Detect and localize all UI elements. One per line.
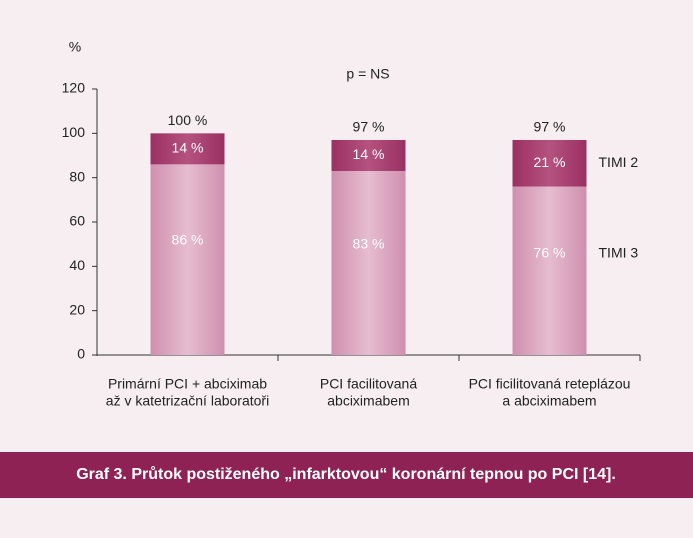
legend-label: TIMI 3 [599, 245, 639, 261]
value-label: 76 % [534, 245, 566, 261]
y-tick-label: 40 [69, 257, 85, 273]
bar-segment [150, 133, 225, 165]
bar-segment [512, 139, 587, 187]
y-tick-label: 100 [62, 124, 86, 140]
value-label: 14 % [353, 146, 385, 162]
value-label: 86 % [172, 231, 204, 247]
y-tick-label: 0 [77, 346, 85, 362]
bar-segment [331, 171, 406, 355]
bar-segment [150, 164, 225, 355]
y-unit: % [69, 39, 81, 55]
total-label: 97 % [353, 119, 385, 135]
value-label: 14 % [172, 140, 204, 156]
total-label: 100 % [168, 112, 208, 128]
x-tick-label: PCI facilitovaná [320, 376, 417, 392]
total-label: 97 % [534, 119, 566, 135]
y-tick-label: 20 [69, 301, 85, 317]
caption: Graf 3. Průtok postiženého „infarktovou“… [76, 466, 616, 483]
y-tick-label: 80 [69, 168, 85, 184]
value-label: 21 % [534, 154, 566, 170]
legend-label: TIMI 2 [599, 154, 639, 170]
x-tick-label: Primární PCI + abciximab [108, 376, 267, 392]
x-tick-label: PCI ficilitovaná reteplázou [469, 376, 631, 392]
value-label: 83 % [353, 235, 385, 251]
y-tick-label: 120 [62, 80, 86, 96]
x-tick-label: a abciximabem [502, 393, 596, 409]
bar-segment [331, 139, 406, 172]
x-tick-label: abciximabem [327, 393, 409, 409]
caption-band [0, 452, 693, 498]
bar-segment [512, 186, 587, 355]
x-tick-label: až v katetrizační laboratoři [106, 393, 269, 409]
y-tick-label: 60 [69, 213, 85, 229]
annotation: p = NS [346, 66, 389, 82]
